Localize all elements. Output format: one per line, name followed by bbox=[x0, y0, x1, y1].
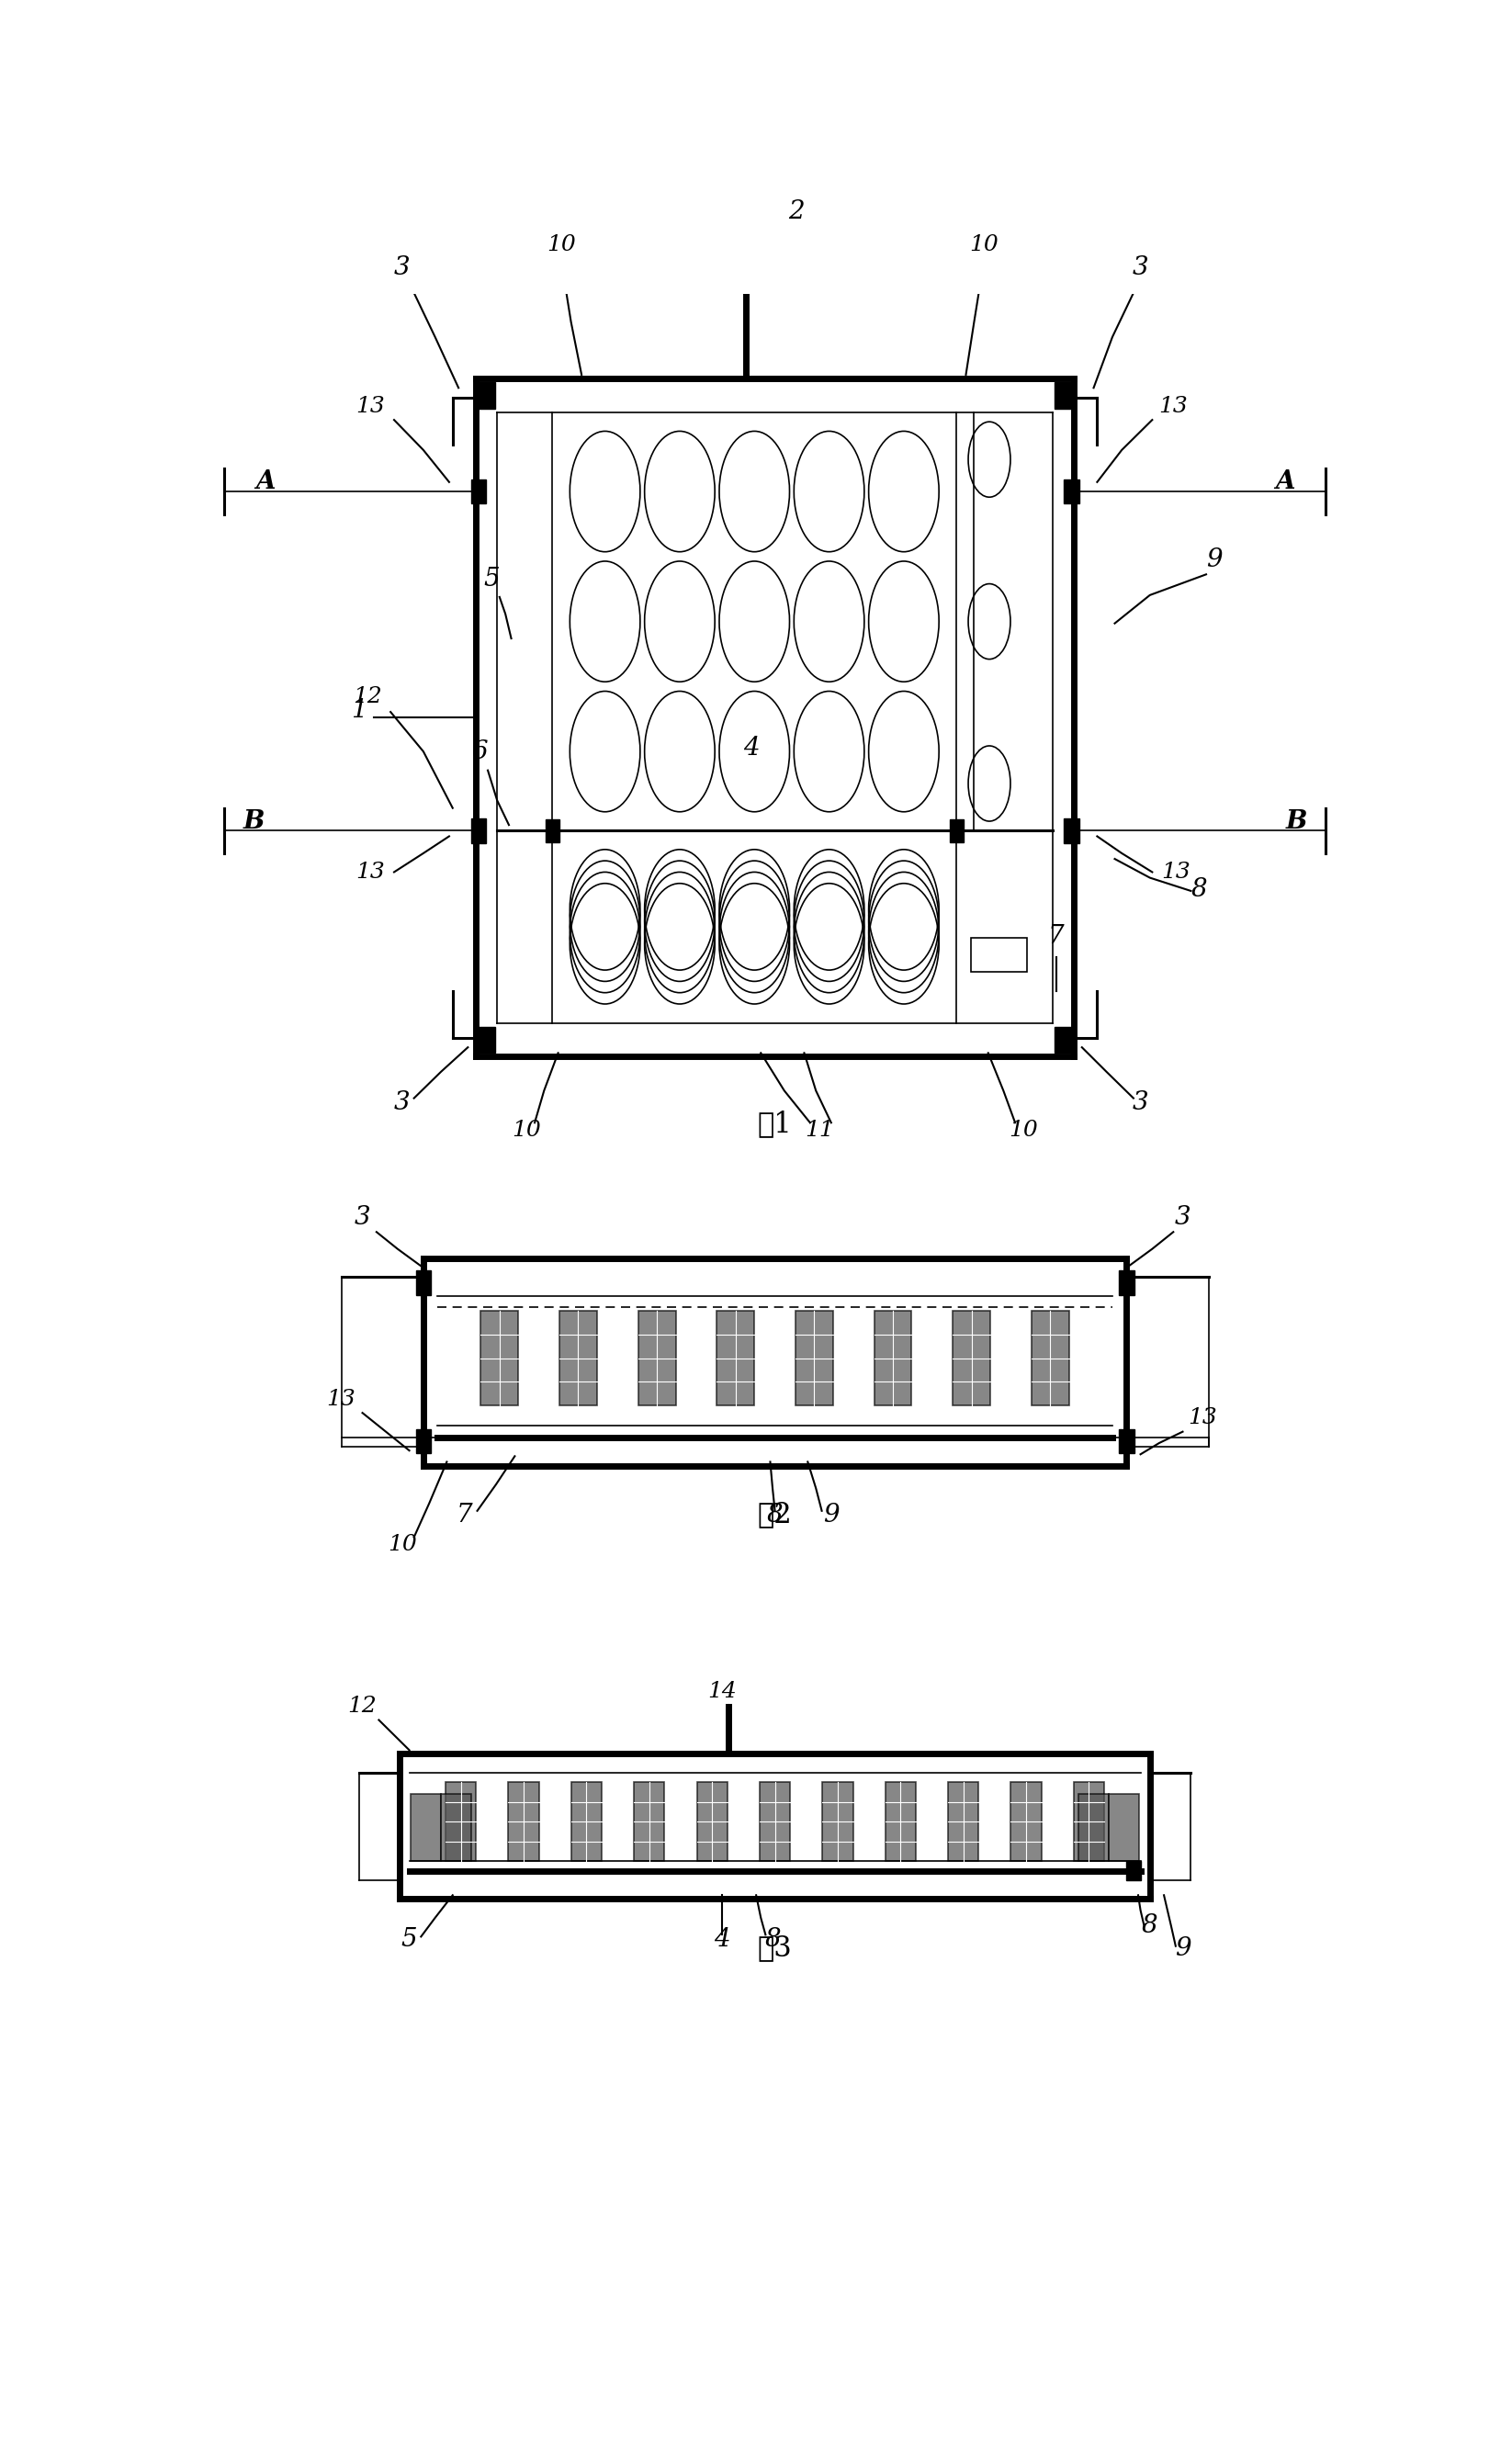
Bar bbox=[874, 1312, 912, 1405]
Bar bbox=[410, 1794, 442, 1862]
Text: 3: 3 bbox=[395, 254, 410, 281]
Text: 13: 13 bbox=[1188, 1407, 1217, 1429]
Bar bbox=[1126, 1862, 1140, 1879]
Text: B: B bbox=[242, 810, 265, 834]
Bar bbox=[795, 1312, 833, 1405]
Bar bbox=[481, 1312, 519, 1405]
Bar bbox=[442, 1794, 472, 1862]
Bar bbox=[470, 817, 485, 842]
Text: 4: 4 bbox=[744, 737, 759, 761]
Bar bbox=[886, 1781, 916, 1862]
Text: 图2: 图2 bbox=[758, 1500, 792, 1529]
Bar bbox=[1064, 480, 1080, 504]
Bar bbox=[1012, 1781, 1042, 1862]
Bar bbox=[1055, 1028, 1072, 1052]
Text: 8: 8 bbox=[765, 1926, 780, 1953]
Bar bbox=[638, 1312, 676, 1405]
Bar bbox=[572, 1781, 602, 1862]
Bar bbox=[823, 1781, 853, 1862]
Text: 12: 12 bbox=[348, 1696, 376, 1718]
Text: 13: 13 bbox=[1158, 396, 1188, 416]
Bar bbox=[1055, 382, 1072, 409]
Bar bbox=[1078, 1794, 1108, 1862]
Text: 1: 1 bbox=[351, 697, 367, 724]
Text: 10: 10 bbox=[969, 235, 998, 254]
Text: 8: 8 bbox=[1191, 878, 1207, 903]
Bar bbox=[1108, 1794, 1140, 1862]
Text: 7: 7 bbox=[1048, 925, 1064, 949]
Bar bbox=[948, 1781, 978, 1862]
Bar bbox=[1119, 1270, 1134, 1294]
Bar bbox=[508, 1781, 538, 1862]
Bar bbox=[1119, 1429, 1134, 1454]
Text: A: A bbox=[1275, 470, 1294, 494]
Bar bbox=[1074, 1781, 1104, 1862]
Text: 5: 5 bbox=[484, 565, 499, 592]
Text: 8: 8 bbox=[1142, 1914, 1158, 1938]
Text: 13: 13 bbox=[355, 861, 386, 883]
Text: 13: 13 bbox=[327, 1390, 355, 1409]
Bar bbox=[1031, 1312, 1069, 1405]
Text: 10: 10 bbox=[513, 1118, 541, 1140]
Bar bbox=[634, 1781, 664, 1862]
Text: 图1: 图1 bbox=[758, 1111, 792, 1138]
Text: 5: 5 bbox=[401, 1926, 417, 1953]
Text: 2: 2 bbox=[788, 198, 804, 223]
Bar bbox=[759, 1781, 791, 1862]
Text: 3: 3 bbox=[354, 1204, 370, 1231]
Bar bbox=[950, 820, 963, 842]
Text: B: B bbox=[1285, 810, 1308, 834]
Bar bbox=[953, 1312, 990, 1405]
Text: 7: 7 bbox=[457, 1502, 472, 1527]
Text: 8: 8 bbox=[767, 1502, 783, 1527]
Text: A: A bbox=[256, 470, 275, 494]
Bar bbox=[546, 820, 559, 842]
Text: 9: 9 bbox=[1207, 548, 1222, 573]
Text: 13: 13 bbox=[1161, 861, 1190, 883]
Bar bbox=[416, 1429, 431, 1454]
Bar bbox=[1064, 817, 1080, 842]
Text: 11: 11 bbox=[804, 1118, 835, 1140]
Text: 12: 12 bbox=[352, 685, 381, 707]
Bar bbox=[559, 1312, 597, 1405]
Text: 图3: 图3 bbox=[758, 1933, 792, 1962]
Text: 9: 9 bbox=[1175, 1936, 1191, 1960]
Text: 3: 3 bbox=[1175, 1204, 1191, 1231]
Text: 3: 3 bbox=[395, 1091, 410, 1116]
Text: 9: 9 bbox=[823, 1502, 839, 1527]
Text: 3: 3 bbox=[1132, 1091, 1149, 1116]
Bar bbox=[697, 1781, 727, 1862]
Text: 3: 3 bbox=[1132, 254, 1149, 281]
Bar bbox=[478, 1028, 494, 1052]
Text: 4: 4 bbox=[714, 1926, 730, 1953]
Bar bbox=[478, 382, 494, 409]
Bar bbox=[446, 1781, 476, 1862]
Bar bbox=[416, 1270, 431, 1294]
Text: 13: 13 bbox=[355, 396, 386, 416]
Bar bbox=[717, 1312, 754, 1405]
Text: 10: 10 bbox=[387, 1534, 417, 1554]
Text: 14: 14 bbox=[708, 1681, 736, 1703]
Text: 10: 10 bbox=[547, 235, 576, 254]
Bar bbox=[470, 480, 485, 504]
Text: 6: 6 bbox=[472, 739, 488, 763]
Bar bbox=[971, 937, 1027, 971]
Text: 10: 10 bbox=[1009, 1118, 1037, 1140]
